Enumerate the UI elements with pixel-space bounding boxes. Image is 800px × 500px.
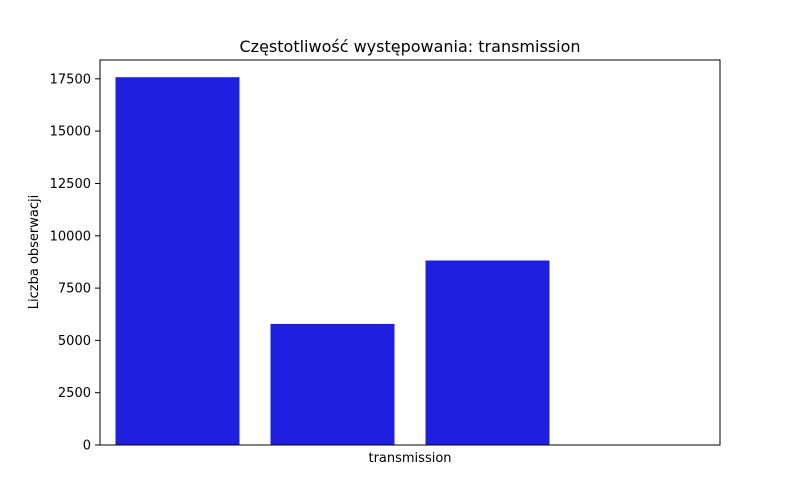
bar-1: [270, 323, 395, 445]
y-tick-label-0: 0: [83, 439, 91, 454]
y-tick-label-3: 7500: [58, 282, 91, 297]
y-tick-label-6: 15000: [50, 125, 91, 140]
x-axis-label: transmission: [368, 451, 451, 466]
chart-title: Częstotliwość występowania: transmission: [240, 37, 581, 56]
y-axis: 0 2500 5000 7500 10000 12500 15000 17500: [50, 72, 100, 454]
bars-group: [115, 77, 550, 445]
y-tick-label-4: 10000: [50, 229, 91, 244]
bar-0: [115, 77, 240, 445]
y-tick-label-2: 5000: [58, 334, 91, 349]
plot-frame: [99, 59, 721, 446]
bar-2: [425, 260, 550, 445]
y-axis-label: Liczba obserwacji: [27, 195, 42, 309]
y-tick-label-5: 12500: [50, 177, 91, 192]
y-tick-label-7: 17500: [50, 72, 91, 87]
y-tick-label-1: 2500: [58, 386, 91, 401]
